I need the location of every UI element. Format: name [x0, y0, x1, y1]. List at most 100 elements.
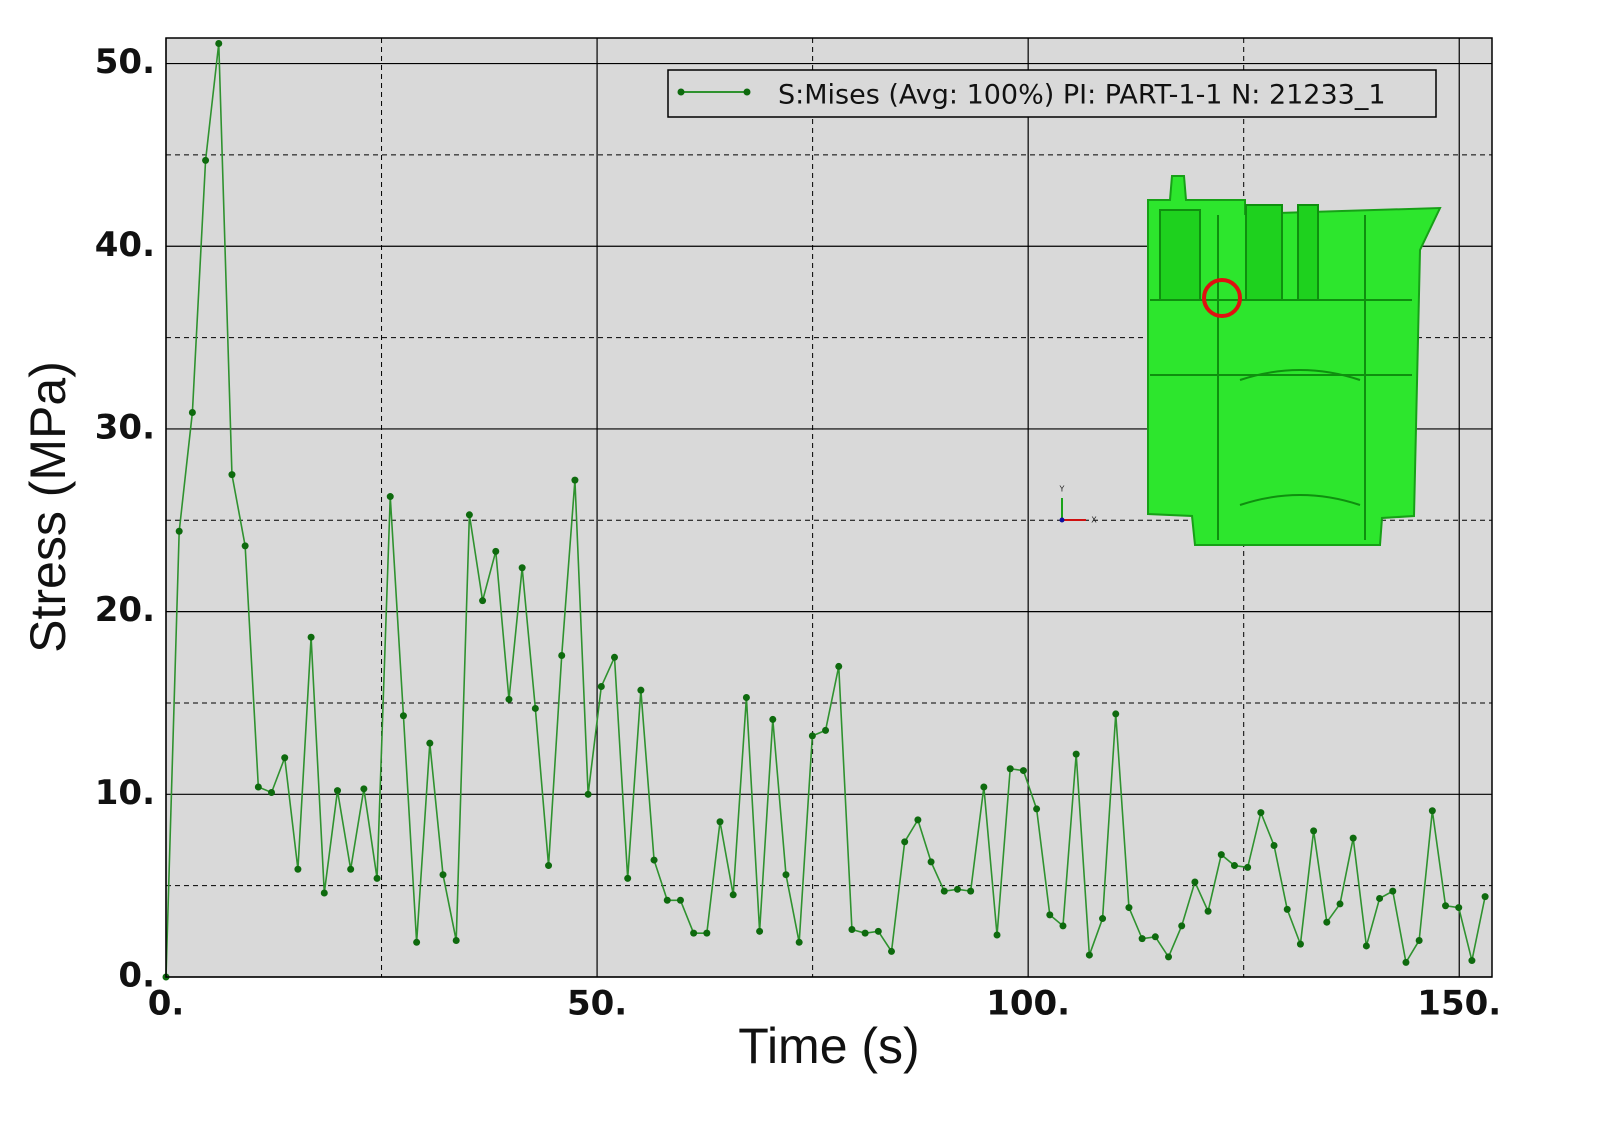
data-point	[1402, 958, 1410, 966]
data-point	[650, 856, 658, 864]
data-point	[848, 926, 856, 934]
data-point	[518, 564, 526, 572]
data-point	[769, 715, 777, 723]
model-bracket	[1245, 204, 1283, 301]
data-point	[1362, 942, 1370, 950]
x-tick-label: 0.	[148, 984, 185, 1024]
data-point	[1178, 922, 1186, 930]
data-point	[808, 732, 816, 740]
data-point	[940, 887, 948, 895]
y-tick-label: 0.	[118, 956, 155, 996]
data-point	[1415, 936, 1423, 944]
data-point	[584, 790, 592, 798]
y-tick-label: 30.	[95, 407, 155, 447]
legend-label: S:Mises (Avg: 100%) PI: PART-1-1 N: 2123…	[778, 80, 1386, 111]
data-point	[241, 542, 249, 550]
data-point	[320, 889, 328, 897]
data-point	[690, 929, 698, 937]
data-point	[1257, 809, 1265, 817]
data-point	[1006, 765, 1014, 773]
grid	[165, 38, 1492, 978]
model-bracket	[1159, 209, 1201, 301]
data-point	[1283, 905, 1291, 913]
y-tick-label: 10.	[95, 773, 155, 813]
x-axis-label: Time (s)	[738, 1018, 919, 1074]
data-point	[373, 874, 381, 882]
data-point	[1085, 951, 1093, 959]
data-point	[729, 891, 737, 899]
data-point	[479, 597, 487, 605]
x-tick-label: 50.	[567, 984, 627, 1024]
plot-frame	[165, 37, 1493, 978]
data-point	[795, 938, 803, 946]
data-point	[1191, 878, 1199, 886]
data-point	[1310, 827, 1318, 835]
triad-origin	[1059, 517, 1065, 523]
data-point	[1349, 834, 1357, 842]
data-point	[835, 662, 843, 670]
data-point	[1151, 933, 1159, 941]
data-point	[1204, 907, 1212, 915]
data-point	[756, 927, 764, 935]
data-point	[175, 527, 183, 535]
data-point	[439, 871, 447, 879]
data-point	[1019, 767, 1027, 775]
data-point	[703, 929, 711, 937]
data-point	[1165, 953, 1173, 961]
data-point	[1112, 710, 1120, 718]
data-point	[492, 547, 500, 555]
data-point	[228, 471, 236, 479]
data-point	[1296, 940, 1304, 948]
data-point	[782, 871, 790, 879]
data-point	[1059, 922, 1067, 930]
data-point	[1046, 911, 1054, 919]
data-point	[545, 862, 553, 870]
data-point	[1389, 887, 1397, 895]
data-point	[1468, 957, 1476, 965]
legend-marker	[677, 88, 685, 96]
data-point	[202, 156, 210, 164]
data-point	[676, 896, 684, 904]
data-point	[1376, 894, 1384, 902]
data-point	[1481, 893, 1489, 901]
data-point	[610, 653, 618, 661]
data-point	[505, 695, 513, 703]
data-point	[914, 816, 922, 824]
data-point	[967, 887, 975, 895]
data-point	[307, 633, 315, 641]
data-point	[281, 754, 289, 762]
data-point	[861, 929, 869, 937]
data	[162, 39, 1489, 981]
legend: S:Mises (Avg: 100%) PI: PART-1-1 N: 2123…	[667, 69, 1437, 118]
model-inset: Y X	[1059, 175, 1442, 546]
data-point	[254, 783, 262, 791]
data-point	[953, 885, 961, 893]
data-point	[333, 787, 341, 795]
y-tick-label: 40.	[95, 225, 155, 265]
model-body	[1147, 175, 1442, 546]
data-point	[1033, 805, 1041, 813]
data-point	[531, 704, 539, 712]
data-point	[597, 683, 605, 691]
data-point	[1455, 904, 1463, 912]
data-point	[294, 865, 302, 873]
data-point	[1442, 902, 1450, 910]
data-point	[663, 896, 671, 904]
data-point	[413, 938, 421, 946]
data-point	[215, 39, 223, 47]
data-point	[927, 858, 935, 866]
data-point	[1217, 851, 1225, 859]
data-point	[1323, 918, 1331, 926]
x-tick-label: 100.	[986, 984, 1070, 1024]
data-point	[268, 788, 276, 796]
triad-label: Y	[1059, 485, 1065, 494]
data-point	[1428, 807, 1436, 815]
y-tick-label: 50.	[95, 42, 155, 82]
model-bracket	[1297, 204, 1319, 301]
y-axis-label: Stress (MPa)	[20, 361, 76, 653]
data-point	[980, 783, 988, 791]
data-point	[571, 476, 579, 484]
data-point	[1270, 841, 1278, 849]
data-point	[1125, 904, 1133, 912]
data-point	[637, 686, 645, 694]
